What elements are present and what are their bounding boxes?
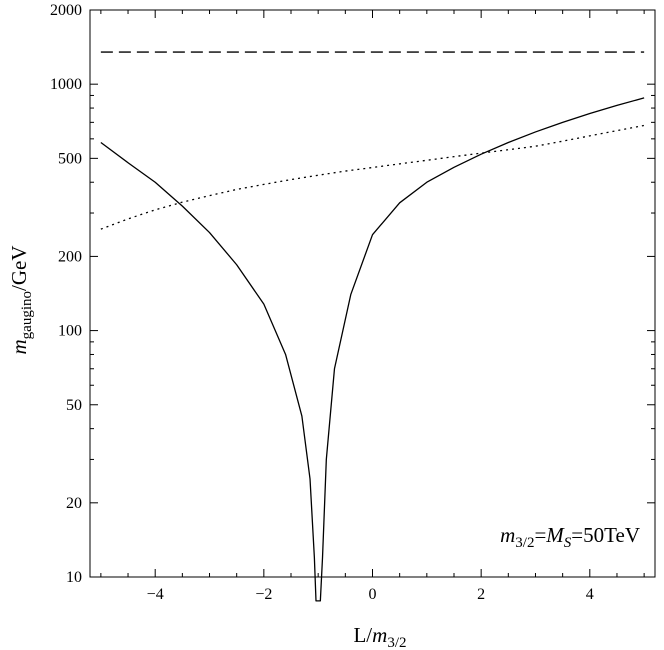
y-tick-label: 20	[66, 495, 82, 512]
x-tick-label: 4	[586, 586, 594, 603]
series-layer	[100, 51, 645, 602]
y-tick-label: 100	[58, 323, 82, 340]
y-tick-label: 200	[58, 248, 82, 265]
x-tick-label: 2	[477, 586, 485, 603]
series-line-solid	[100, 97, 645, 602]
y-tick-label: 50	[66, 397, 82, 414]
y-axis-label: mgaugino/GeV	[7, 246, 35, 355]
x-tick-label: −4	[147, 586, 164, 603]
plot-frame	[89, 9, 656, 578]
parameter-annotation: m3/2=MS=50TeV	[500, 523, 640, 551]
series-line-dotted	[100, 124, 645, 230]
ticks: −4 −2 0 2 4 10 20 50 100 200 500 1000 2000	[50, 2, 655, 603]
x-axis-label: L/m3/2	[353, 623, 406, 650]
y-tick-label: 2000	[50, 2, 82, 19]
y-tick-label: 500	[58, 150, 82, 167]
y-tick-label: 1000	[50, 76, 82, 93]
y-tick-label: 10	[66, 569, 82, 586]
x-tick-label: 0	[369, 586, 377, 603]
x-tick-label: −2	[255, 586, 272, 603]
